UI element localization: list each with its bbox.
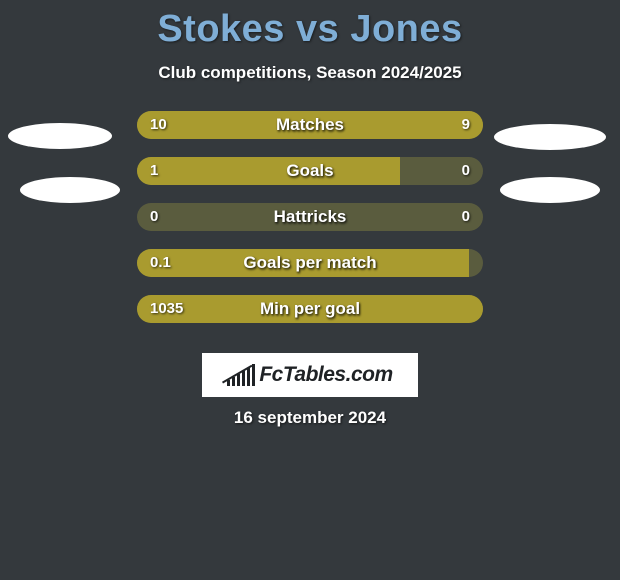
stat-value-left: 10 (150, 111, 167, 139)
stat-label: Hattricks (137, 203, 483, 231)
stat-value-left: 1035 (150, 295, 183, 323)
decorative-ellipse (20, 177, 120, 203)
stat-label: Matches (137, 111, 483, 139)
logo-bars-icon (227, 364, 255, 386)
stat-label: Goals per match (137, 249, 483, 277)
page-title: Stokes vs Jones (0, 0, 620, 51)
stat-value-left: 0.1 (150, 249, 171, 277)
stat-row: Hattricks0 0 (0, 203, 620, 231)
stat-value-right: 0 (462, 203, 470, 231)
decorative-ellipse (494, 124, 606, 150)
stat-value-right: 0 (462, 157, 470, 185)
subtitle: Club competitions, Season 2024/2025 (0, 63, 620, 83)
decorative-ellipse (8, 123, 112, 149)
date-label: 16 september 2024 (0, 408, 620, 428)
stat-label: Goals (137, 157, 483, 185)
stat-row: Goals per match0.1 (0, 249, 620, 277)
fctables-logo: FcTables.com (202, 353, 418, 397)
logo-text: FcTables.com (259, 363, 392, 387)
stat-value-left: 0 (150, 203, 158, 231)
stat-value-right: 9 (462, 111, 470, 139)
stat-value-left: 1 (150, 157, 158, 185)
decorative-ellipse (500, 177, 600, 203)
stat-label: Min per goal (137, 295, 483, 323)
stat-row: Min per goal1035 (0, 295, 620, 323)
